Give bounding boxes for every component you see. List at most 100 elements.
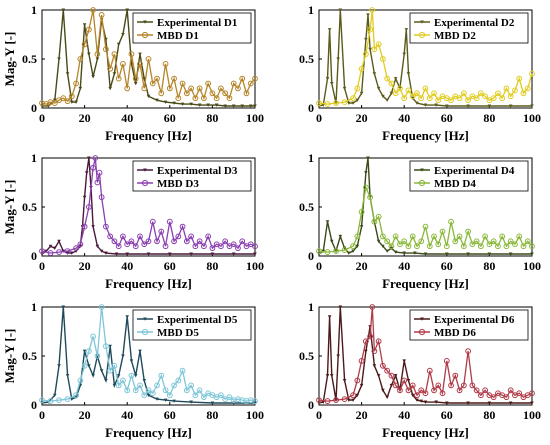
data-point — [137, 233, 143, 240]
data-point — [388, 372, 395, 379]
legend-box — [409, 12, 529, 44]
data-point — [316, 248, 322, 254]
data-point — [116, 374, 121, 378]
data-point — [82, 349, 87, 353]
data-point — [73, 245, 79, 252]
data-point — [388, 80, 395, 87]
data-point — [401, 95, 408, 102]
data-point — [196, 85, 203, 92]
y-tick-label: 1 — [31, 151, 37, 165]
x-tick-label: 20 — [79, 408, 91, 422]
data-point — [422, 85, 429, 92]
data-point — [108, 344, 112, 348]
data-point — [460, 90, 467, 97]
y-tick-label: 0 — [308, 398, 314, 412]
data-point — [168, 252, 172, 256]
data-point — [188, 85, 195, 92]
data-point — [51, 100, 58, 106]
data-point — [351, 398, 355, 402]
x-tick-label: 20 — [79, 259, 91, 273]
data-point — [65, 72, 70, 76]
data-point — [381, 244, 385, 248]
legend-label: Experimental D6 — [434, 314, 515, 326]
data-point — [39, 397, 45, 403]
data-point — [393, 250, 398, 254]
data-point — [487, 104, 492, 108]
data-point — [120, 233, 126, 240]
data-point — [512, 87, 518, 94]
data-point — [111, 362, 118, 369]
data-point — [507, 387, 514, 394]
data-point — [385, 395, 389, 399]
data-point — [392, 233, 399, 240]
data-point — [175, 233, 182, 240]
x-tick-label: 80 — [206, 408, 218, 422]
data-point — [466, 401, 470, 405]
data-point — [124, 241, 131, 248]
y-tick-label: 0.5 — [299, 349, 314, 363]
data-point — [78, 86, 83, 91]
data-point — [376, 374, 381, 378]
data-point — [445, 401, 449, 405]
data-point — [189, 252, 193, 256]
data-point — [46, 104, 51, 108]
x-tick-label: 60 — [164, 111, 176, 125]
data-point — [354, 233, 361, 240]
data-point — [418, 387, 425, 394]
data-point — [359, 91, 364, 96]
data-point — [422, 390, 429, 397]
data-point — [95, 354, 100, 358]
data-point — [128, 372, 135, 379]
data-point — [426, 367, 433, 374]
x-tick-label: 40 — [398, 408, 410, 422]
data-point — [325, 220, 330, 224]
data-point — [520, 90, 527, 97]
x-tick-label: 60 — [441, 111, 453, 125]
data-point — [141, 392, 148, 399]
data-point — [179, 80, 186, 87]
data-point — [103, 343, 109, 350]
data-point — [133, 82, 138, 86]
legend-box — [132, 12, 252, 44]
data-point — [401, 377, 408, 384]
data-point — [350, 95, 356, 102]
y-tick-label: 0 — [31, 101, 37, 115]
data-point — [121, 33, 125, 37]
data-point — [469, 382, 476, 389]
data-point — [114, 252, 119, 256]
y-tick-label: 0.5 — [22, 200, 37, 214]
data-point — [350, 243, 356, 250]
data-point — [154, 238, 160, 245]
data-point — [91, 75, 95, 79]
data-point — [456, 95, 463, 102]
data-point — [375, 41, 382, 48]
data-point — [516, 233, 523, 240]
data-point — [210, 401, 215, 405]
data-point — [248, 104, 253, 108]
data-point — [402, 359, 406, 363]
data-point — [239, 238, 246, 245]
data-point — [524, 85, 531, 92]
data-point — [175, 377, 182, 384]
data-point — [64, 396, 71, 403]
data-point — [124, 85, 131, 92]
data-point — [410, 393, 415, 397]
data-point — [445, 104, 449, 108]
data-point — [111, 238, 118, 245]
data-point — [231, 104, 236, 108]
legend-marker — [143, 317, 147, 321]
data-point — [376, 239, 381, 244]
data-point — [68, 93, 75, 100]
data-point — [125, 8, 129, 12]
data-point — [82, 23, 87, 27]
data-point — [61, 8, 66, 12]
data-point — [84, 171, 89, 175]
data-point — [380, 56, 386, 62]
data-point — [91, 374, 95, 378]
chart-panel-d2: 0 20 40 60 80 100 0 0.5 1 Frequency [Hz] Experimen… — [299, 3, 541, 143]
data-point — [155, 98, 159, 102]
data-point — [354, 85, 361, 92]
legend-marker — [420, 168, 424, 172]
data-point — [196, 387, 203, 394]
